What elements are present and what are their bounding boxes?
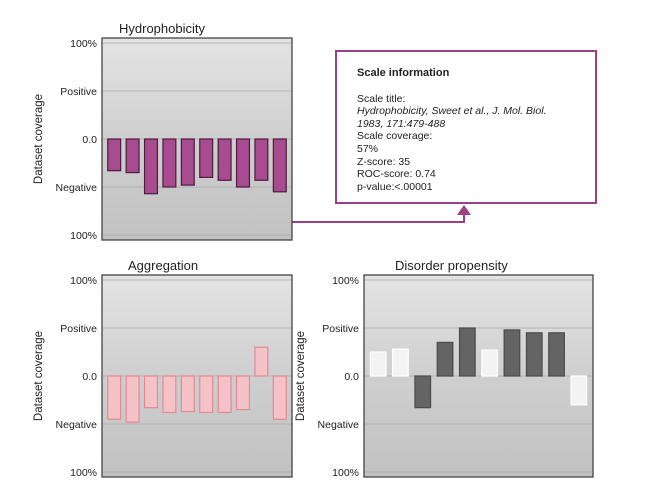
disorder-bar xyxy=(436,341,454,377)
disorder-plot-frame xyxy=(363,274,594,478)
aggregation-chart: 100% Positive 0.0 Negative 100% Dataset cover… xyxy=(33,274,293,479)
aggregation-bar xyxy=(235,375,251,411)
hydrophobicity-y-tick-label: Positive xyxy=(60,86,97,98)
hydrophobicity-y-tick-label: 100% xyxy=(70,38,97,50)
p-value-text: p-value:<.00001 xyxy=(357,180,433,193)
hydrophobicity-bar xyxy=(272,138,287,193)
aggregation-bar xyxy=(199,375,214,414)
scale-title-citation-line2: 1983, 171:479-488 xyxy=(357,117,446,130)
hydrophobicity-chart: 100% Positive 0.0 Negative 100% Dataset cover… xyxy=(33,37,293,242)
hydrophobicity-bar xyxy=(107,138,122,172)
scale-coverage-value: 57% xyxy=(357,142,379,155)
hydrophobicity-bar xyxy=(254,138,269,181)
scale-coverage-label: Scale coverage: xyxy=(357,130,433,143)
disorder-bar xyxy=(503,329,521,377)
aggregation-bar xyxy=(180,375,195,413)
disorder-y-tick-label: 100% xyxy=(332,275,359,287)
disorder-bar xyxy=(414,375,432,409)
aggregation-bar xyxy=(217,375,232,414)
hydrophobicity-bar xyxy=(199,138,214,179)
disorder-y-tick-label: Negative xyxy=(318,419,360,431)
disorder-bar xyxy=(548,332,565,377)
hydrophobicity-plot-frame xyxy=(101,37,293,241)
z-score-text: Z-score: 35 xyxy=(357,155,411,168)
hydrophobicity-title: Hydrophobicity xyxy=(119,21,205,36)
hydrophobicity-bar xyxy=(143,138,159,195)
scale-info-heading: Scale information xyxy=(357,67,450,79)
disorder-y-tick-label: 0.0 xyxy=(344,371,359,383)
disorder-bar xyxy=(392,348,409,377)
aggregation-y-tick-label: Positive xyxy=(60,323,97,335)
disorder-y-tick-label: Positive xyxy=(322,323,359,335)
scale-info-box: Scale information Scale title: Hydrophob… xyxy=(335,50,597,204)
aggregation-bar xyxy=(125,375,140,423)
disorder-y-tick-label: 100% xyxy=(332,467,359,479)
scale-title-label: Scale title: xyxy=(357,92,406,105)
disorder-chart: 100% Positive 0.0 Negative 100% Dataset cover… xyxy=(295,274,594,479)
disorder-bar xyxy=(525,332,543,377)
aggregation-bar xyxy=(254,346,269,377)
aggregation-plot-frame xyxy=(101,274,293,478)
disorder-bar xyxy=(570,375,588,406)
aggregation-bar xyxy=(162,375,177,414)
roc-score-text: ROC-score: 0.74 xyxy=(357,168,436,181)
aggregation-y-tick-label: Negative xyxy=(56,419,98,431)
scale-title-citation-line1: Hydrophobicity, Sweet et al., J. Mol. Bi… xyxy=(357,105,547,118)
aggregation-y-axis-label: Dataset coverage xyxy=(33,331,45,421)
disorder-y-axis-label: Dataset coverage xyxy=(295,331,307,421)
aggregation-bar xyxy=(107,375,122,420)
hydrophobicity-y-tick-label: Negative xyxy=(56,182,98,194)
disorder-bar xyxy=(369,351,387,377)
aggregation-y-tick-label: 100% xyxy=(70,275,97,287)
disorder-propensity-title: Disorder propensity xyxy=(395,258,508,273)
aggregation-y-tick-label: 0.0 xyxy=(82,371,97,383)
disorder-bar xyxy=(458,327,476,377)
hydrophobicity-bar xyxy=(235,138,251,188)
hydrophobicity-bar xyxy=(217,138,232,181)
aggregation-bar xyxy=(272,375,287,420)
hydrophobicity-y-axis-label: Dataset coverage xyxy=(33,94,45,184)
disorder-bar xyxy=(481,349,499,377)
hydrophobicity-bar xyxy=(162,138,177,188)
hydrophobicity-y-tick-label: 100% xyxy=(70,230,97,242)
hydrophobicity-y-tick-label: 0.0 xyxy=(82,134,97,146)
hydrophobicity-bar xyxy=(125,138,140,174)
aggregation-title: Aggregation xyxy=(128,258,199,273)
aggregation-y-tick-label: 100% xyxy=(70,467,97,479)
aggregation-bar xyxy=(143,375,159,409)
hydrophobicity-bar xyxy=(180,138,195,186)
